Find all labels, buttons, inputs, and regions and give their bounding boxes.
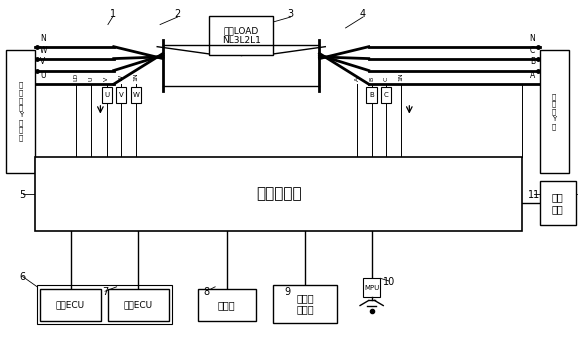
- Text: 发动机
调压板: 发动机 调压板: [296, 293, 314, 315]
- Text: W: W: [40, 45, 48, 54]
- Bar: [209, 16, 273, 55]
- Text: 1N: 1N: [133, 73, 138, 81]
- Text: 入
电
网
Y
接: 入 电 网 Y 接: [552, 93, 557, 130]
- Text: W: W: [132, 92, 139, 98]
- Bar: [367, 87, 377, 103]
- Text: 6: 6: [20, 272, 26, 281]
- Text: A: A: [354, 77, 360, 81]
- Text: C: C: [530, 45, 535, 54]
- Text: A: A: [530, 71, 535, 80]
- Bar: [108, 289, 169, 321]
- Text: U: U: [40, 71, 45, 80]
- Text: 机组控制器: 机组控制器: [256, 186, 302, 201]
- Bar: [40, 289, 101, 321]
- Text: U: U: [104, 92, 109, 98]
- Text: 5: 5: [20, 190, 26, 200]
- Bar: [131, 87, 141, 103]
- Text: B: B: [530, 57, 535, 66]
- Text: 第二ECU: 第二ECU: [124, 300, 153, 309]
- Text: V: V: [104, 77, 109, 81]
- Bar: [381, 87, 392, 103]
- Bar: [540, 181, 576, 225]
- Bar: [198, 289, 256, 321]
- Bar: [273, 285, 337, 323]
- Bar: [35, 157, 522, 231]
- Text: C: C: [383, 77, 389, 81]
- Text: 监控
电脑: 监控 电脑: [552, 193, 564, 214]
- Bar: [116, 87, 127, 103]
- Text: 7: 7: [102, 287, 108, 297]
- Text: 11: 11: [528, 190, 540, 200]
- Text: C: C: [384, 92, 389, 98]
- Text: N: N: [40, 34, 46, 43]
- Text: 1: 1: [109, 9, 116, 19]
- Text: 1N: 1N: [398, 73, 403, 81]
- Text: LD: LD: [74, 73, 78, 81]
- Bar: [540, 50, 569, 173]
- Text: V: V: [40, 57, 45, 66]
- Text: 发
电
机
组
Y
接
电
源: 发 电 机 组 Y 接 电 源: [19, 82, 23, 141]
- Text: B: B: [370, 92, 374, 98]
- Bar: [6, 50, 35, 173]
- Text: 10: 10: [383, 277, 395, 287]
- Text: 第一ECU: 第一ECU: [56, 300, 85, 309]
- Text: 9: 9: [285, 287, 290, 297]
- Bar: [37, 285, 171, 324]
- Text: 负载LOAD
NL3L2L1: 负载LOAD NL3L2L1: [222, 26, 261, 45]
- Text: 发动机: 发动机: [218, 300, 235, 310]
- Text: W: W: [119, 75, 124, 81]
- Text: 2: 2: [174, 9, 181, 19]
- Text: U: U: [88, 77, 93, 81]
- Bar: [102, 87, 112, 103]
- Bar: [363, 278, 381, 297]
- Text: B: B: [369, 77, 374, 81]
- Text: V: V: [119, 92, 124, 98]
- Text: 4: 4: [360, 9, 366, 19]
- Text: N: N: [529, 34, 535, 43]
- Text: MPU: MPU: [364, 285, 379, 291]
- Text: 8: 8: [203, 287, 210, 297]
- Text: 3: 3: [288, 9, 293, 19]
